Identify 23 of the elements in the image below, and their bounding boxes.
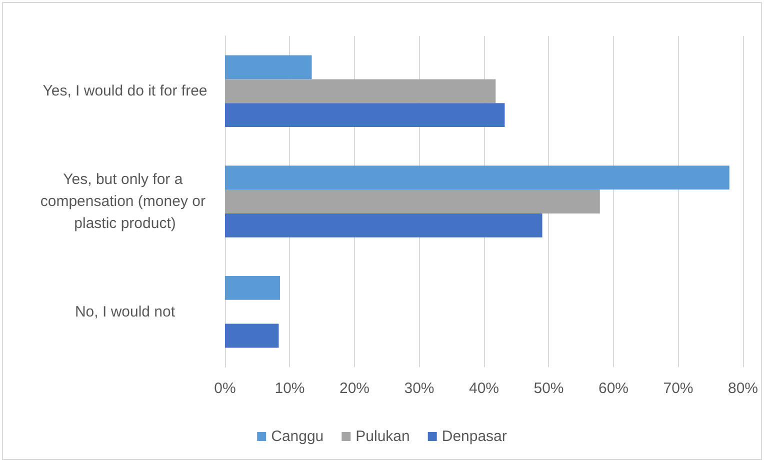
x-tick-label: 30% bbox=[404, 380, 434, 397]
bar bbox=[225, 276, 280, 300]
x-tick-label: 0% bbox=[214, 380, 236, 397]
x-tick-label: 80% bbox=[728, 380, 758, 397]
y-tick-label: Yes, but only for a compensation (money or plastic product) bbox=[40, 171, 210, 232]
x-tick-label: 60% bbox=[598, 380, 629, 397]
bar bbox=[225, 213, 542, 238]
bar bbox=[225, 166, 730, 190]
x-tick-label: 10% bbox=[274, 380, 305, 397]
y-tick-label: No, I would not bbox=[74, 303, 176, 320]
x-tick-label: 50% bbox=[534, 380, 564, 397]
bar bbox=[225, 190, 600, 214]
legend-label: Pulukan bbox=[356, 428, 410, 445]
bar bbox=[225, 79, 496, 104]
bar bbox=[225, 324, 279, 348]
legend-label: Denpasar bbox=[442, 428, 507, 445]
x-tick-label: 40% bbox=[468, 380, 500, 397]
x-tick-label: 70% bbox=[663, 380, 694, 397]
x-tick-label: 20% bbox=[339, 380, 370, 397]
bar bbox=[225, 55, 312, 80]
y-tick-label: Yes, I would do it for free bbox=[42, 82, 208, 100]
legend-label: Canggu bbox=[271, 428, 324, 445]
bar bbox=[225, 103, 505, 128]
